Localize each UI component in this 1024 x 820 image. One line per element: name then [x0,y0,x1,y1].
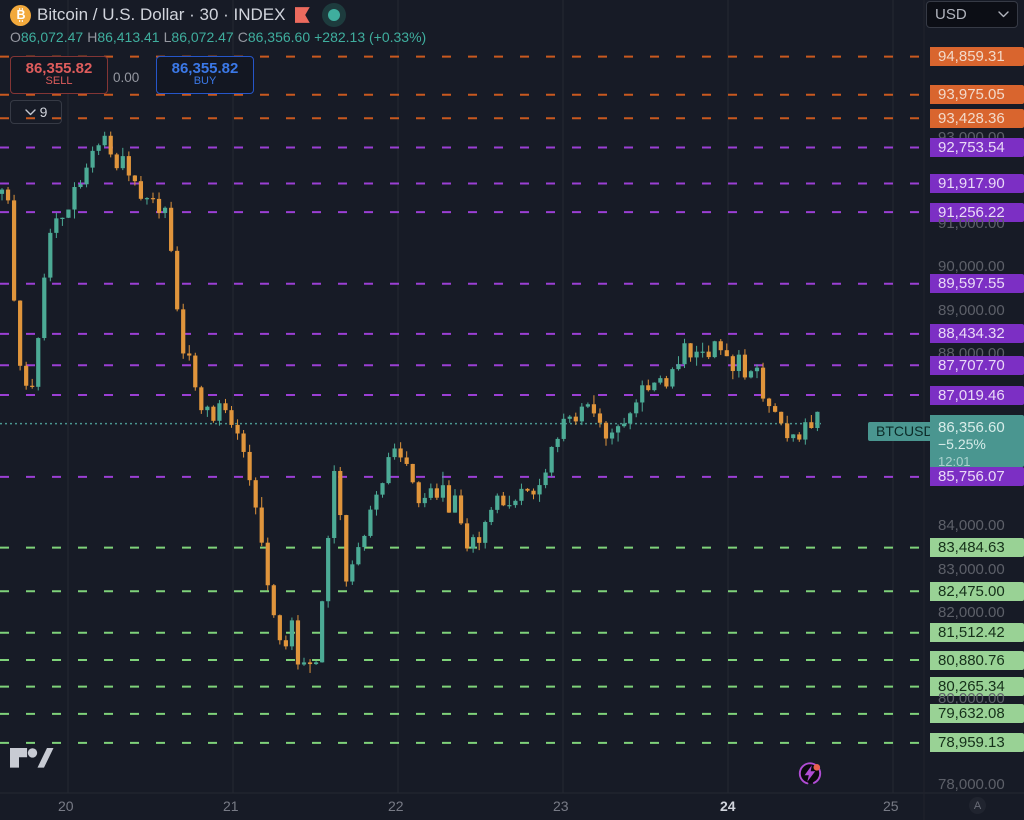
svg-text:B: B [16,8,25,22]
